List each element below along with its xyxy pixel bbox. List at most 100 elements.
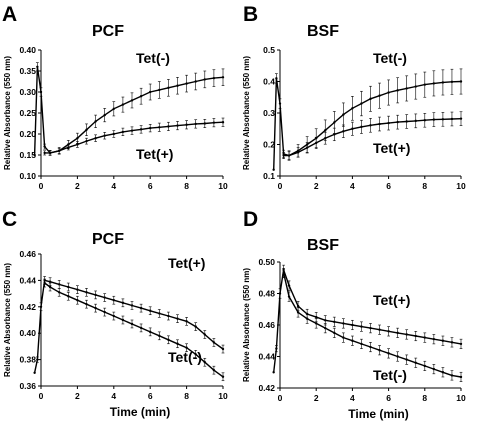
x-tick-label: 2 xyxy=(314,181,319,191)
data-point xyxy=(405,120,408,123)
data-point xyxy=(130,322,134,326)
data-point xyxy=(149,309,152,312)
y-axis-label: Relative Absorbance (550 nm) xyxy=(3,263,12,377)
data-point xyxy=(305,146,309,149)
y-axis-label: Relative Absorbance (550 nm) xyxy=(242,56,251,170)
y-tick-label: 0.36 xyxy=(19,381,36,391)
data-point xyxy=(130,304,134,307)
x-tick-label: 6 xyxy=(148,391,153,401)
y-tick-label: 0.42 xyxy=(19,302,36,312)
panel-letter: A xyxy=(2,3,17,26)
data-point xyxy=(278,102,282,105)
series-label: Tet(-) xyxy=(168,349,202,365)
data-point xyxy=(315,322,318,325)
series-line xyxy=(273,269,462,373)
data-point xyxy=(212,76,216,80)
series-1: Tet(-) xyxy=(272,50,463,171)
data-point xyxy=(432,118,436,121)
data-point xyxy=(423,83,426,86)
series-line xyxy=(273,78,462,170)
y-tick-label: 0.10 xyxy=(19,171,36,181)
data-point xyxy=(387,91,390,94)
data-point xyxy=(351,107,354,110)
chart-panel-b: 0.1 0.2 0.3 0.4 0.5 0 2 4 6 8 10 Relative Absorbanc… xyxy=(242,3,466,191)
data-point xyxy=(33,371,36,374)
y-tick-label: 0.2 xyxy=(263,140,275,150)
data-point xyxy=(459,375,463,379)
data-point xyxy=(278,292,282,295)
data-point xyxy=(58,291,61,294)
data-point xyxy=(112,132,116,136)
data-point xyxy=(342,336,345,339)
x-axis-label: Time (min) xyxy=(110,405,170,419)
data-point xyxy=(85,139,88,143)
series-2: Tet(+) xyxy=(282,111,463,160)
x-tick-label: 0 xyxy=(39,391,44,401)
x-tick-label: 0 xyxy=(278,181,283,191)
data-point xyxy=(272,371,275,374)
series-line xyxy=(33,66,224,156)
data-point xyxy=(212,121,216,124)
data-point xyxy=(185,346,188,349)
chart-panel-c: 0.36 0.38 0.40 0.42 0.44 0.46 0 2 4 6 8 10 Relative … xyxy=(2,208,228,419)
data-point xyxy=(121,130,125,134)
y-tick-label: 0.25 xyxy=(19,108,36,118)
y-tick-label: 0.38 xyxy=(19,355,36,365)
data-point xyxy=(378,122,381,126)
y-tick-label: 0.50 xyxy=(258,257,275,267)
data-point xyxy=(459,80,463,83)
x-tick-label: 2 xyxy=(75,391,80,401)
data-point xyxy=(315,141,318,145)
data-point xyxy=(360,125,363,129)
x-tick-label: 4 xyxy=(350,181,355,191)
data-point xyxy=(342,322,345,325)
x-tick-label: 8 xyxy=(422,181,427,191)
x-tick-label: 8 xyxy=(422,393,427,403)
data-point xyxy=(369,97,372,101)
x-tick-label: 0 xyxy=(39,181,44,191)
data-point xyxy=(369,345,372,349)
data-point xyxy=(139,326,143,330)
y-tick-label: 0.20 xyxy=(19,129,36,139)
data-point xyxy=(441,371,445,374)
data-point xyxy=(450,117,454,121)
y-tick-label: 0.42 xyxy=(258,383,275,393)
data-point xyxy=(441,118,445,121)
data-point xyxy=(130,129,134,132)
data-point xyxy=(275,347,278,350)
data-point xyxy=(450,341,454,344)
x-tick-label: 6 xyxy=(386,181,391,191)
data-point xyxy=(76,299,79,302)
x-tick-label: 4 xyxy=(350,393,355,403)
data-point xyxy=(194,353,197,356)
data-point xyxy=(221,347,225,351)
series-1: Tet(+) xyxy=(272,264,463,374)
data-point xyxy=(103,296,106,299)
data-point xyxy=(85,128,88,131)
data-point xyxy=(360,325,363,328)
data-point xyxy=(167,338,170,341)
data-point xyxy=(396,120,399,124)
y-axis-label: Relative Absorbance (550 nm) xyxy=(3,56,12,170)
data-point xyxy=(58,149,61,152)
data-point xyxy=(450,80,454,84)
series-2: Tet(+) xyxy=(43,117,225,162)
panel-letter: C xyxy=(2,208,17,231)
data-point xyxy=(459,342,463,346)
data-point xyxy=(414,361,417,364)
data-point xyxy=(432,337,436,341)
data-point xyxy=(296,304,300,308)
data-point xyxy=(39,90,43,94)
data-point xyxy=(423,364,426,368)
data-point xyxy=(351,339,354,342)
data-point xyxy=(441,339,445,342)
data-point xyxy=(342,113,345,116)
data-point xyxy=(176,124,179,127)
data-point xyxy=(212,341,216,344)
data-point xyxy=(139,95,143,98)
data-point xyxy=(287,284,291,287)
y-tick-label: 0.3 xyxy=(263,108,275,118)
data-point xyxy=(387,121,390,125)
data-point xyxy=(48,280,52,283)
y-tick-label: 0.4 xyxy=(263,77,275,87)
